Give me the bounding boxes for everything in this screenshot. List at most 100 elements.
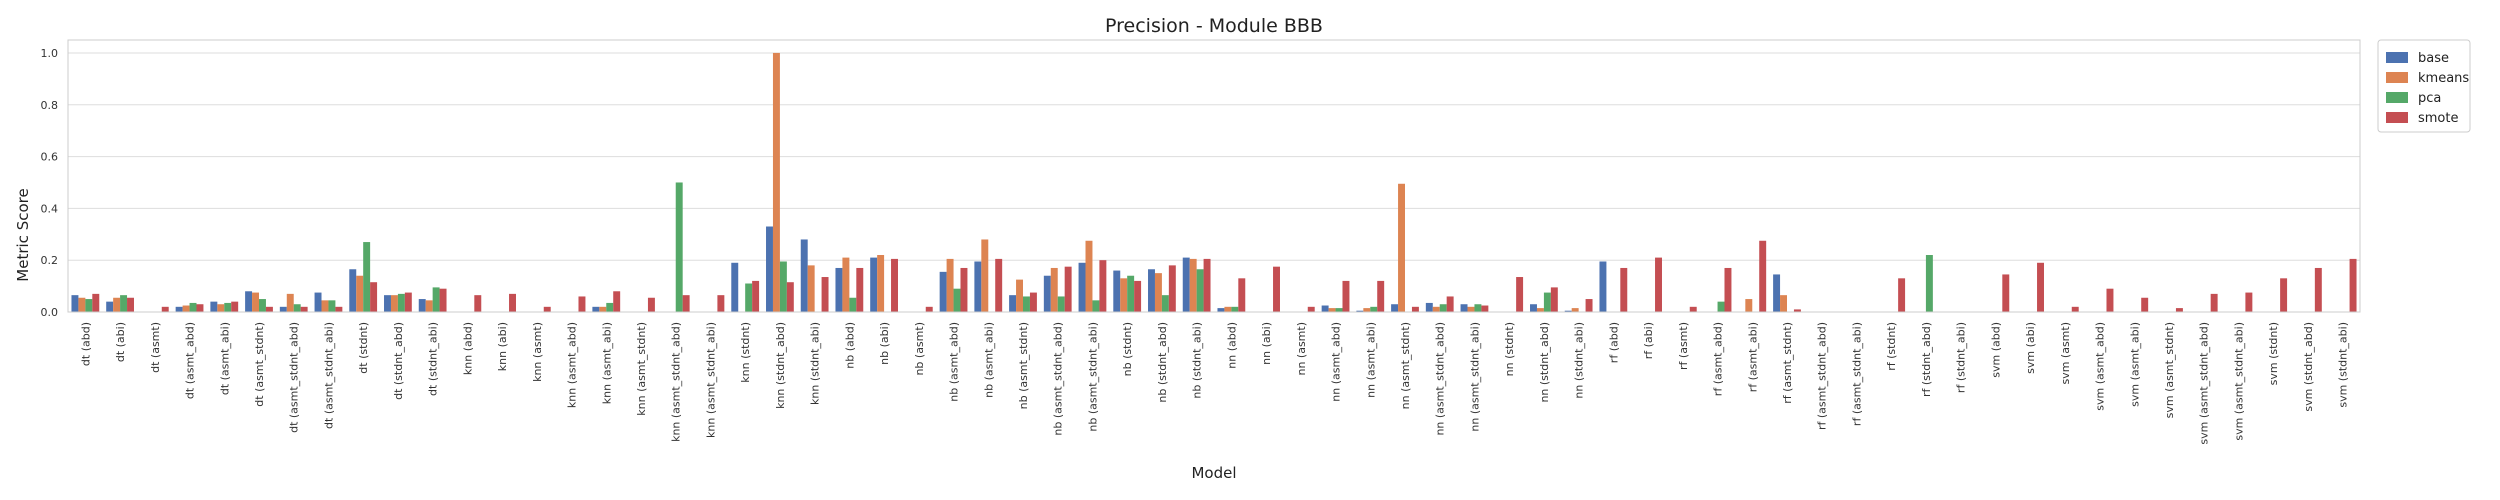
x-tick-label: nb (stdnt_abi)	[1191, 322, 1204, 399]
bar-base	[1182, 257, 1190, 312]
legend-swatch-base	[2386, 52, 2408, 63]
x-tick-label: rf (asmt_stdnt_abd)	[1816, 322, 1829, 430]
bar-pca	[85, 299, 93, 312]
x-tick-label: rf (stdnt_abd)	[1920, 322, 1933, 397]
legend: base kmeans pca smote	[2377, 39, 2471, 133]
legend-swatch-pca	[2386, 92, 2408, 103]
bar-pca	[293, 304, 301, 312]
bar-smote	[821, 277, 829, 312]
x-tick-label: svm (asmt_stdnt_abi)	[2232, 322, 2245, 441]
x-tick-label: dt (stdnt)	[357, 322, 370, 374]
bar-base	[974, 261, 982, 312]
bar-kmeans	[1780, 295, 1787, 312]
bar-pca	[1717, 301, 1725, 312]
bar-kmeans	[772, 52, 780, 312]
bar-base	[349, 269, 357, 312]
bar-base	[418, 299, 426, 312]
bar-kmeans	[981, 239, 989, 312]
bar-kmeans	[356, 275, 364, 312]
bar-kmeans	[286, 293, 294, 312]
bar-pca	[606, 302, 614, 312]
y-tick-label: 0.0	[41, 306, 59, 319]
bar-smote	[1689, 306, 1697, 312]
bar-smote	[786, 282, 794, 312]
bar-pca	[1474, 304, 1482, 312]
bar-smote	[1307, 306, 1315, 312]
bar-kmeans	[252, 292, 259, 312]
bar-smote	[509, 293, 516, 312]
y-tick-label: 1.0	[41, 47, 59, 60]
bar-pca	[1127, 275, 1135, 312]
x-tick-label: knn (abd)	[461, 322, 474, 375]
bar-smote	[752, 280, 760, 312]
bar-smote	[1411, 306, 1419, 312]
x-tick-label: dt (abd)	[79, 322, 92, 366]
bar-kmeans	[78, 297, 86, 312]
bar-pca	[432, 287, 440, 312]
bar-base	[1773, 274, 1781, 312]
x-tick-label: nn (asmt_stdnt_abi)	[1468, 322, 1481, 432]
bar-smote	[1655, 257, 1662, 312]
bar-smote	[196, 304, 204, 312]
x-tick-label: knn (asmt_abd)	[566, 322, 579, 408]
bar-smote	[2071, 306, 2079, 312]
bar-pca	[397, 293, 405, 312]
bar-smote	[1273, 266, 1280, 312]
bar-base	[870, 257, 878, 312]
bar-base	[210, 301, 218, 312]
bar-base	[1321, 305, 1329, 312]
bar-smote	[2245, 292, 2253, 312]
bar-kmeans	[1398, 183, 1405, 312]
x-tick-label: nb (asmt_stdnt_abi)	[1086, 322, 1099, 432]
bar-smote	[995, 258, 1003, 312]
bar-smote	[2210, 293, 2218, 312]
bar-kmeans	[1154, 273, 1162, 312]
bar-smote	[2141, 297, 2149, 312]
x-tick-label: svm (asmt_stdnt_abd)	[2198, 322, 2211, 445]
bar-pca	[1092, 300, 1100, 312]
bar-smote	[1342, 280, 1350, 312]
x-tick-label: knn (asmt_stdnt_abi)	[704, 322, 717, 438]
bar-smote	[1203, 258, 1211, 312]
bar-kmeans	[1536, 308, 1544, 312]
bar-smote	[404, 292, 412, 312]
bar-base	[800, 239, 808, 312]
bar-smote	[127, 297, 134, 312]
x-tick-label: rf (stdnt_abi)	[1955, 322, 1968, 393]
bar-kmeans	[599, 306, 607, 312]
bar-pca	[224, 302, 232, 312]
x-tick-label: nn (stdnt)	[1503, 322, 1516, 376]
bar-smote	[370, 282, 378, 312]
y-tick-label: 0.6	[41, 151, 59, 164]
bar-smote	[717, 295, 725, 312]
bar-kmeans	[807, 265, 815, 312]
x-tick-label: nn (abd)	[1225, 322, 1238, 369]
bar-smote	[1585, 299, 1593, 312]
bar-smote	[1029, 292, 1037, 312]
bar-pca	[328, 300, 336, 312]
bar-smote	[1793, 309, 1801, 312]
bar-base	[1217, 308, 1225, 312]
bar-base	[175, 306, 183, 312]
bar-base	[279, 306, 287, 312]
legend-label-kmeans: kmeans	[2418, 71, 2469, 86]
y-tick-label: 0.2	[41, 254, 59, 267]
plot-frame	[67, 39, 2361, 313]
bars-group	[71, 52, 2357, 312]
bar-smote	[543, 306, 551, 312]
x-tick-label: svm (stdnt_abd)	[2302, 322, 2315, 412]
x-tick-label: knn (abi)	[496, 322, 509, 371]
bar-base	[939, 271, 947, 312]
x-tick-label: nn (asmt_stdnt_abd)	[1434, 322, 1447, 436]
bar-pca	[1231, 306, 1239, 312]
bar-pca	[1925, 255, 1933, 312]
chart-title: Precision - Module BBB	[1105, 15, 1323, 37]
bar-kmeans	[1363, 308, 1371, 312]
bar-kmeans	[1571, 308, 1579, 312]
x-tick-label: nn (stdnt_abd)	[1538, 322, 1551, 403]
x-tick-label: dt (asmt_stdnt_abd)	[288, 322, 301, 433]
bar-pca	[953, 288, 961, 312]
x-tick-label: nn (asmt_stdnt)	[1399, 322, 1412, 409]
bar-base	[1564, 310, 1572, 312]
x-tick-label: nb (stdnt)	[1121, 322, 1134, 376]
